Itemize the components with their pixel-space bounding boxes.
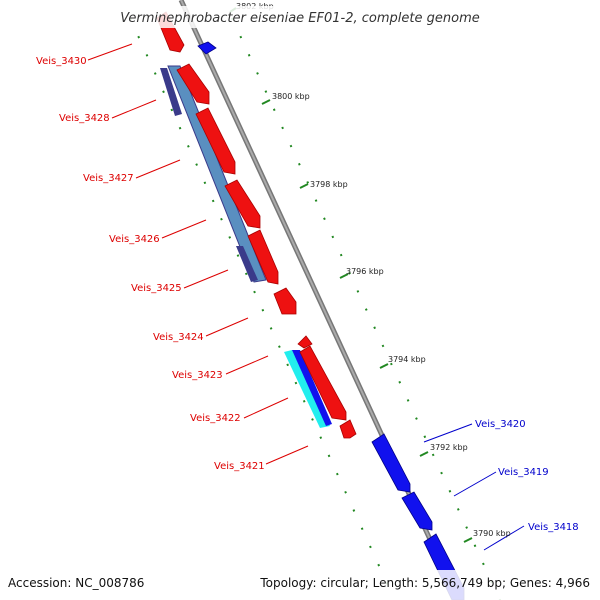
dotted-tracks [129,17,501,600]
gene-label[interactable]: Veis_3421 [214,461,265,472]
gene-arrow[interactable] [176,63,210,105]
blast-hit-dark-2 [236,246,258,282]
gene-label[interactable]: Veis_3423 [172,370,223,381]
gene-arrow[interactable] [224,179,261,229]
tick-label: 3800 kbp [272,92,310,101]
page-title: Verminephrobacter eiseniae EF01-2, compl… [120,11,479,26]
leader-lines-right [423,423,525,551]
footer-backdrop [0,570,600,600]
gene-arrow[interactable] [299,345,347,421]
gene-label[interactable]: Veis_3424 [153,332,204,343]
gene-label[interactable]: Veis_3426 [109,234,160,245]
tick-label: 3794 kbp [388,355,426,364]
gene-label[interactable]: Veis_3419 [498,467,549,478]
blast-hit-light [167,65,267,283]
gene-labels-right: Veis_3420 Veis_3419 Veis_3418 [475,419,579,533]
gene-arrow[interactable] [247,229,279,285]
tick-label: 3792 kbp [430,443,468,452]
gene-arrow[interactable] [371,433,411,493]
gene-label[interactable]: Veis_3425 [131,283,182,294]
topology-text: Topology: circular; Length: 5,566,749 bp… [259,576,590,590]
blast-hit-dark-1 [160,68,182,116]
gene-arrow[interactable] [339,419,357,439]
forward-genes [156,11,357,439]
leader-lines-left [87,43,309,465]
gene-labels-left: Veis_3430 Veis_3428 Veis_3427 Veis_3426 … [36,56,265,472]
tick-label: 3790 kbp [473,529,511,538]
gene-arrow[interactable] [197,41,217,55]
gene-label[interactable]: Veis_3427 [83,173,134,184]
gene-label[interactable]: Veis_3422 [190,413,241,424]
tick-label: 3796 kbp [346,267,384,276]
gene-label[interactable]: Veis_3430 [36,56,87,67]
accession-text: Accession: NC_008786 [8,576,144,590]
gene-label[interactable]: Veis_3418 [528,522,579,533]
gene-arrow[interactable] [401,491,433,531]
title-backdrop [120,6,490,28]
gene-label[interactable]: Veis_3420 [475,419,526,430]
gene-label[interactable]: Veis_3428 [59,113,110,124]
blast-hit-blue [292,350,332,426]
gene-arrow[interactable] [297,335,313,349]
blast-hits [160,65,332,428]
gene-arrow[interactable] [273,287,297,315]
tick-label: 3798 kbp [310,180,348,189]
gene-arrow[interactable] [195,107,236,175]
reverse-genes [197,41,465,600]
